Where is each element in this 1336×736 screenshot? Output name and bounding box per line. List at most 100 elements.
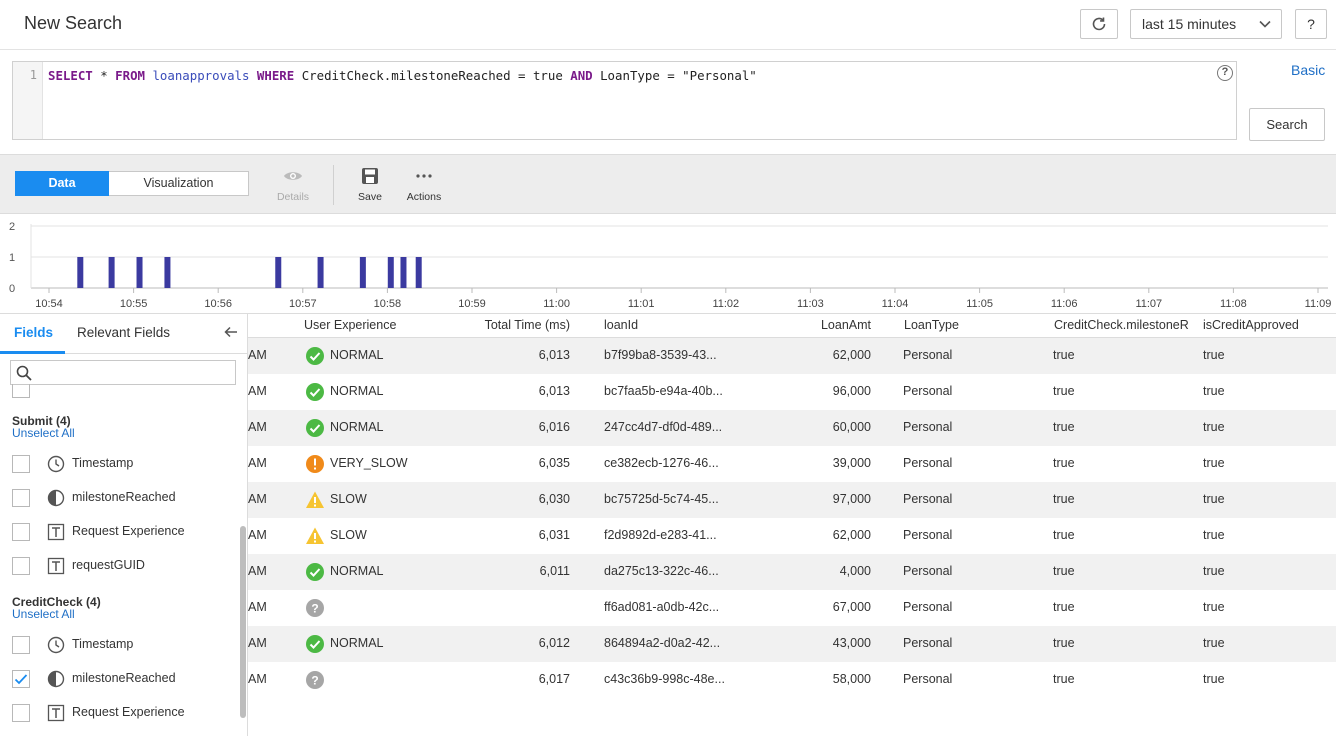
cell-total-time: 6,013 [538,348,570,362]
save-icon [362,168,378,184]
unselect-all-link[interactable]: Unselect All [12,607,75,621]
query-help-icon[interactable]: ? [1217,65,1233,81]
field-group-title: Submit (4) [12,414,71,428]
save-button[interactable]: Save [355,165,385,203]
table-row[interactable]: AM SLOW 6,031 f2d9892d-e283-41... 62,000 Pers… [248,518,1336,554]
eye-icon [284,172,302,180]
field-checkbox[interactable] [12,557,30,575]
cell-credit-approved: true [1203,600,1225,614]
query-token: FROM [115,68,145,83]
column-header[interactable]: loanId [604,318,639,332]
histogram-bar[interactable] [136,257,143,288]
details-label: Details [276,191,310,203]
histogram-bar[interactable] [359,257,366,288]
table-row[interactable]: AM NORMAL 6,011 da275c13-322c-46... 4,000 Per… [248,554,1336,590]
unselect-all-link[interactable]: Unselect All [12,426,75,440]
field-label: Request Experience [72,524,185,538]
tab-fields[interactable]: Fields [14,325,54,340]
column-header[interactable]: isCreditApproved [1203,318,1299,332]
field-checkbox[interactable] [12,670,30,688]
field-row[interactable]: milestoneReached [0,662,240,696]
field-label: Timestamp [72,456,134,470]
unknown-status-icon: ? [306,599,324,617]
field-checkbox[interactable] [12,704,30,722]
field-row[interactable]: milestoneReached [0,481,240,515]
histogram-bar[interactable] [108,257,115,288]
normal-status-icon [306,635,324,653]
field-row[interactable]: Timestamp [0,447,240,481]
field-checkbox[interactable] [12,636,30,654]
basic-mode-link[interactable]: Basic [1291,62,1326,78]
status-badge [305,634,325,654]
table-row[interactable]: AM? 6,017 c43c36b9-998c-48e... 58,000 Person… [248,662,1336,698]
histogram-bar[interactable] [415,257,422,288]
histogram-bar[interactable] [387,257,394,288]
histogram-bar[interactable] [317,257,324,288]
field-row[interactable]: requestGUID [0,549,240,583]
cell-user-experience: NORMAL [330,384,384,398]
search-button[interactable]: Search [1249,108,1325,141]
column-header[interactable]: Total Time (ms) [484,318,570,332]
table-row[interactable]: AM VERY_SLOW 6,035 ce382ecb-1276-46... 39,00… [248,446,1336,482]
cell-milestone: true [1053,456,1075,470]
cell-loan-amt: 96,000 [832,384,871,398]
cell-loan-type: Personal [903,348,953,362]
actions-button[interactable]: Actions [404,165,444,203]
slow-status-icon [306,527,324,544]
x-tick-label: 10:59 [458,298,486,310]
time-range-select[interactable]: last 15 minutes [1130,9,1282,39]
table-row[interactable]: AM NORMAL 6,016 247cc4d7-df0d-489... 60,000 P… [248,410,1336,446]
field-checkbox[interactable] [12,523,30,541]
tab-relevant-fields[interactable]: Relevant Fields [77,325,171,340]
field-row[interactable]: Request Experience [0,696,240,730]
field-label: Timestamp [72,637,134,651]
field-row[interactable]: Request Experience [0,515,240,549]
field-search-input[interactable] [37,363,227,382]
collapse-arrow-icon[interactable] [224,325,238,339]
cell-credit-approved: true [1203,636,1225,650]
query-token: AND [570,68,593,83]
tab-data[interactable]: Data [15,171,109,196]
help-button[interactable]: ? [1295,9,1327,39]
tab-visualization[interactable]: Visualization [109,171,249,196]
cell-loan-amt: 62,000 [832,528,871,542]
histogram-bar[interactable] [400,257,407,288]
cell-credit-approved: true [1203,348,1225,362]
column-header[interactable]: LoanType [904,318,959,332]
refresh-button[interactable] [1080,9,1118,39]
sidebar-scrollbar[interactable] [240,526,246,718]
unknown-status-icon: ? [306,671,324,689]
cell-loan-type: Personal [903,492,953,506]
histogram-bar[interactable] [275,257,282,288]
table-row[interactable]: AM NORMAL 6,013 b7f99ba8-3539-43... 62,000 Pe… [248,338,1336,374]
status-badge [305,382,325,402]
cell-milestone: true [1053,564,1075,578]
cell-time: AM [248,420,267,434]
table-row[interactable]: AM? ff6ad081-a0db-42c... 67,000 Personal tru… [248,590,1336,626]
table-row[interactable]: AM NORMAL 6,013 bc7faa5b-e94a-40b... 96,000 P… [248,374,1336,410]
field-checkbox[interactable] [12,489,30,507]
column-header[interactable]: User Experience [304,318,397,332]
save-label: Save [358,191,382,203]
status-badge [305,562,325,582]
query-editor[interactable]: 1 SELECT * FROM loanapprovals WHERE Cred… [12,61,1237,140]
details-button[interactable]: Details [276,165,310,203]
field-checkbox[interactable] [12,455,30,473]
column-header[interactable]: CreditCheck.milestoneR [1054,318,1189,332]
normal-status-icon [306,419,324,437]
histogram-bar[interactable] [164,257,171,288]
table-row[interactable]: AM NORMAL 6,012 864894a2-d0a2-42... 43,000 Pe… [248,626,1336,662]
cell-loan-amt: 67,000 [832,600,871,614]
cell-milestone: true [1053,672,1075,686]
table-row[interactable]: AM SLOW 6,030 bc75725d-5c74-45... 97,000 Pers… [248,482,1336,518]
x-tick-label: 11:09 [1305,298,1332,310]
histogram-bar[interactable] [77,257,84,288]
field-label: milestoneReached [72,671,176,685]
cell-total-time: 6,031 [538,528,570,542]
query-text[interactable]: SELECT * FROM loanapprovals WHERE Credit… [48,68,757,83]
field-row[interactable]: Timestamp [0,628,240,662]
more-icon [416,174,432,178]
column-header[interactable]: LoanAmt [820,318,871,332]
cell-milestone: true [1053,600,1075,614]
field-search[interactable] [10,360,236,385]
